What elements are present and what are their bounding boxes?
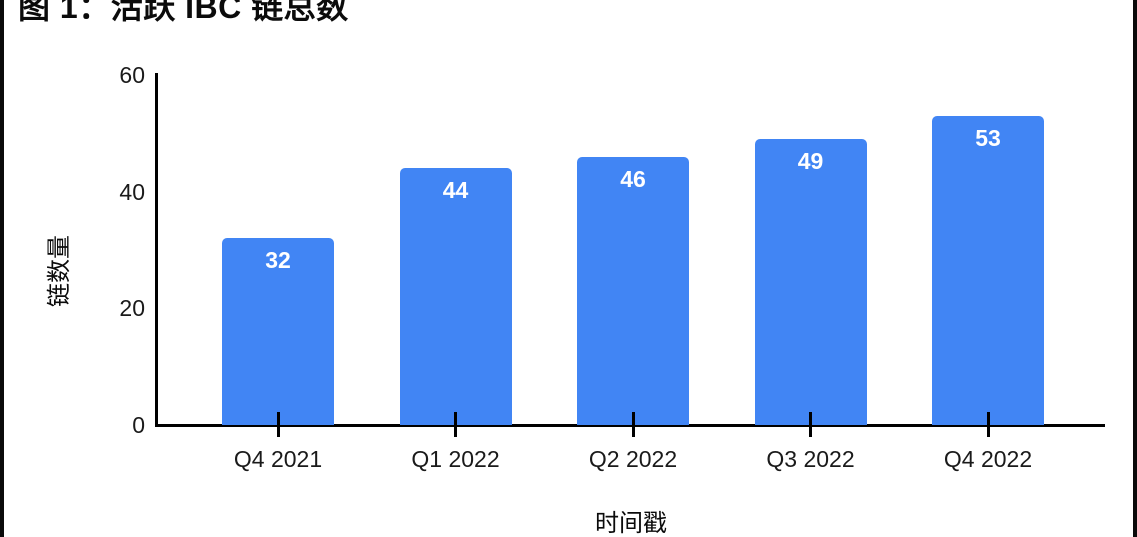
bar: 46 (577, 157, 689, 425)
x-axis-tick-label: Q4 2022 (943, 446, 1033, 472)
y-axis-tick-label: 40 (119, 178, 145, 205)
bar-value-label: 44 (442, 177, 469, 203)
y-axis-line (155, 73, 158, 427)
x-axis-tick-label: Q1 2022 (411, 446, 500, 472)
y-axis-tick-label: 0 (132, 412, 145, 438)
bar-value-label: 46 (620, 166, 646, 192)
plot-area: 32 44 46 49 53 (158, 75, 1105, 425)
y-axis-tick-label: 60 (119, 62, 145, 88)
x-axis-title: 时间戳 (595, 510, 667, 537)
x-axis-tick-label: Q4 2021 (233, 446, 323, 472)
bar: 32 (222, 238, 334, 425)
left-border-strip (0, 0, 4, 537)
bar-value-label: 49 (797, 148, 824, 174)
bar-value-label: 32 (265, 247, 291, 273)
bar: 49 (754, 139, 867, 425)
y-axis-tick-label: 20 (119, 295, 145, 322)
x-axis-tick (809, 412, 812, 437)
x-axis-tick (631, 412, 635, 437)
right-border-strip (1133, 0, 1137, 537)
y-axis-title: 链数量 (46, 235, 73, 307)
bar-value-label: 53 (975, 125, 1001, 151)
x-axis-tick (454, 412, 457, 437)
x-axis-tick (986, 412, 990, 437)
x-axis-tick-label: Q3 2022 (766, 446, 855, 472)
x-axis-line (155, 424, 1105, 427)
chart-title: 图 1：活跃 IBC 链总数 (18, 0, 349, 25)
x-axis-tick-label: Q2 2022 (588, 446, 678, 472)
bar: 44 (399, 168, 512, 425)
bar: 53 (932, 116, 1044, 425)
x-axis-tick (276, 412, 280, 437)
